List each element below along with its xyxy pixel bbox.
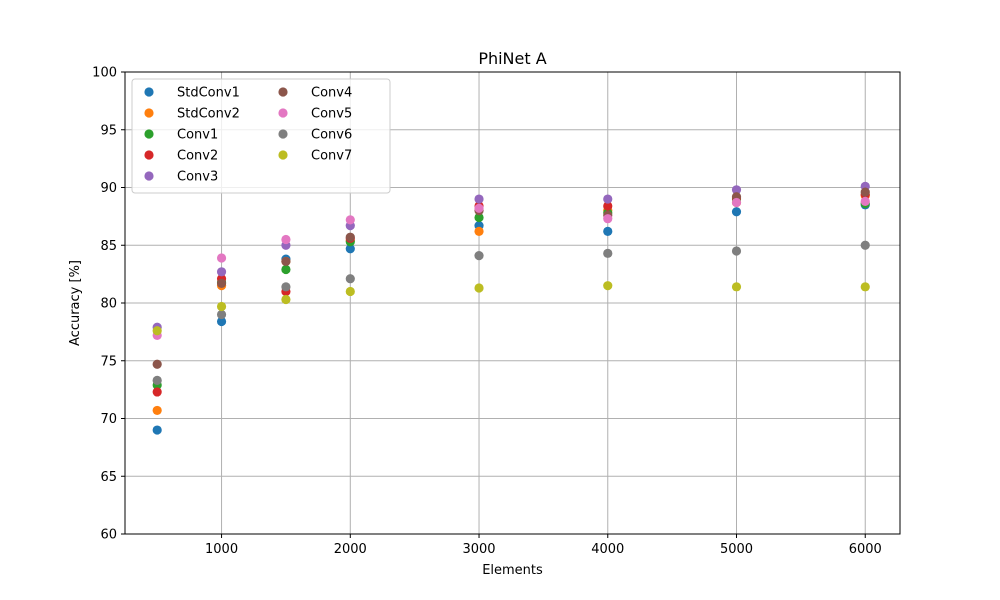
y-tick-label: 65 — [100, 470, 117, 485]
y-tick-label: 90 — [100, 181, 117, 196]
data-point-stdconv1 — [216, 316, 227, 327]
y-tick-label: 60 — [100, 528, 117, 543]
data-point-conv6 — [731, 246, 742, 256]
data-point-conv4 — [345, 232, 355, 242]
x-tick-label: 5000 — [720, 542, 753, 557]
data-point-conv7 — [860, 282, 870, 292]
data-point-conv1 — [281, 264, 291, 275]
data-point-conv5 — [216, 253, 227, 263]
data-point-conv5 — [603, 214, 613, 224]
data-point-conv5 — [474, 203, 484, 213]
legend-marker-conv3 — [144, 171, 154, 181]
legend-marker-conv5 — [278, 108, 288, 118]
data-point-conv6 — [474, 251, 484, 261]
x-tick-label: 4000 — [591, 542, 624, 557]
y-tick-label: 100 — [92, 66, 117, 81]
data-point-conv4 — [860, 187, 870, 197]
x-axis-label: Elements — [482, 563, 543, 578]
data-point-conv7 — [603, 281, 613, 291]
x-tick-label: 2000 — [334, 542, 367, 557]
data-point-conv2 — [152, 387, 162, 397]
data-point-conv7 — [152, 326, 162, 336]
x-tick-label: 1000 — [205, 542, 238, 557]
data-point-conv5 — [731, 197, 742, 208]
data-point-stdconv1 — [345, 244, 355, 254]
data-point-conv7 — [216, 301, 227, 312]
legend-label-conv3: Conv3 — [177, 170, 218, 185]
x-tick-label: 3000 — [462, 542, 495, 557]
data-point-conv6 — [345, 274, 355, 284]
data-point-conv7 — [474, 283, 484, 293]
data-point-conv5 — [860, 196, 870, 206]
legend-marker-stdconv1 — [144, 87, 154, 97]
legend-marker-conv1 — [144, 129, 154, 139]
data-point-conv6 — [860, 240, 870, 250]
y-tick-label: 80 — [100, 297, 117, 312]
y-tick-label: 85 — [100, 239, 117, 254]
data-point-conv6 — [603, 248, 613, 258]
data-point-stdconv1 — [603, 226, 613, 236]
y-tick-label: 70 — [100, 412, 117, 427]
data-point-conv3 — [731, 185, 742, 195]
data-point-conv1 — [474, 212, 484, 223]
legend-marker-conv4 — [278, 87, 288, 97]
legend-label-conv5: Conv5 — [311, 107, 352, 122]
axis-ticks: 1000 2000 3000 4000 5000 6000 60 65 70 75 80 85 90 95… — [92, 66, 882, 558]
data-point-conv7 — [731, 282, 742, 292]
legend: StdConv1 StdConv2 Conv1 Conv2 Conv3 Conv4 Conv… — [131, 78, 391, 194]
y-tick-label: 95 — [100, 123, 117, 138]
chart-title: PhiNet A — [478, 49, 546, 68]
data-point-conv5 — [345, 215, 355, 225]
legend-label-conv4: Conv4 — [311, 86, 352, 101]
data-point-conv5 — [281, 234, 291, 245]
data-point-conv6 — [152, 375, 162, 385]
legend-marker-conv7 — [278, 150, 288, 160]
data-point-stdconv1 — [731, 207, 742, 217]
data-point-stdconv2 — [152, 405, 162, 416]
data-point-conv2 — [603, 201, 613, 211]
legend-box — [131, 78, 391, 194]
legend-label-conv7: Conv7 — [311, 149, 352, 164]
y-tick-label: 75 — [100, 354, 117, 369]
data-points — [152, 181, 870, 435]
data-point-conv3 — [474, 194, 484, 204]
data-point-conv3 — [216, 267, 227, 277]
legend-label-conv1: Conv1 — [177, 128, 218, 143]
data-point-conv4 — [152, 359, 162, 369]
x-tick-label: 6000 — [849, 542, 882, 557]
legend-marker-conv2 — [144, 150, 154, 160]
legend-label-stdconv2: StdConv2 — [177, 107, 240, 122]
legend-marker-stdconv2 — [144, 108, 154, 118]
legend-marker-conv6 — [278, 129, 288, 139]
legend-label-conv2: Conv2 — [177, 149, 218, 164]
data-point-conv7 — [345, 286, 355, 297]
data-point-stdconv2 — [474, 226, 484, 236]
data-point-stdconv1 — [152, 425, 162, 435]
data-point-conv7 — [281, 294, 291, 305]
y-axis-label: Accuracy [%] — [68, 260, 83, 346]
legend-label-stdconv1: StdConv1 — [177, 86, 240, 101]
data-point-conv6 — [281, 282, 291, 292]
data-point-conv4 — [216, 278, 227, 288]
legend-label-conv6: Conv6 — [311, 128, 352, 143]
data-point-conv4 — [281, 256, 291, 267]
data-point-conv3 — [603, 194, 613, 204]
data-point-conv6 — [216, 309, 227, 320]
